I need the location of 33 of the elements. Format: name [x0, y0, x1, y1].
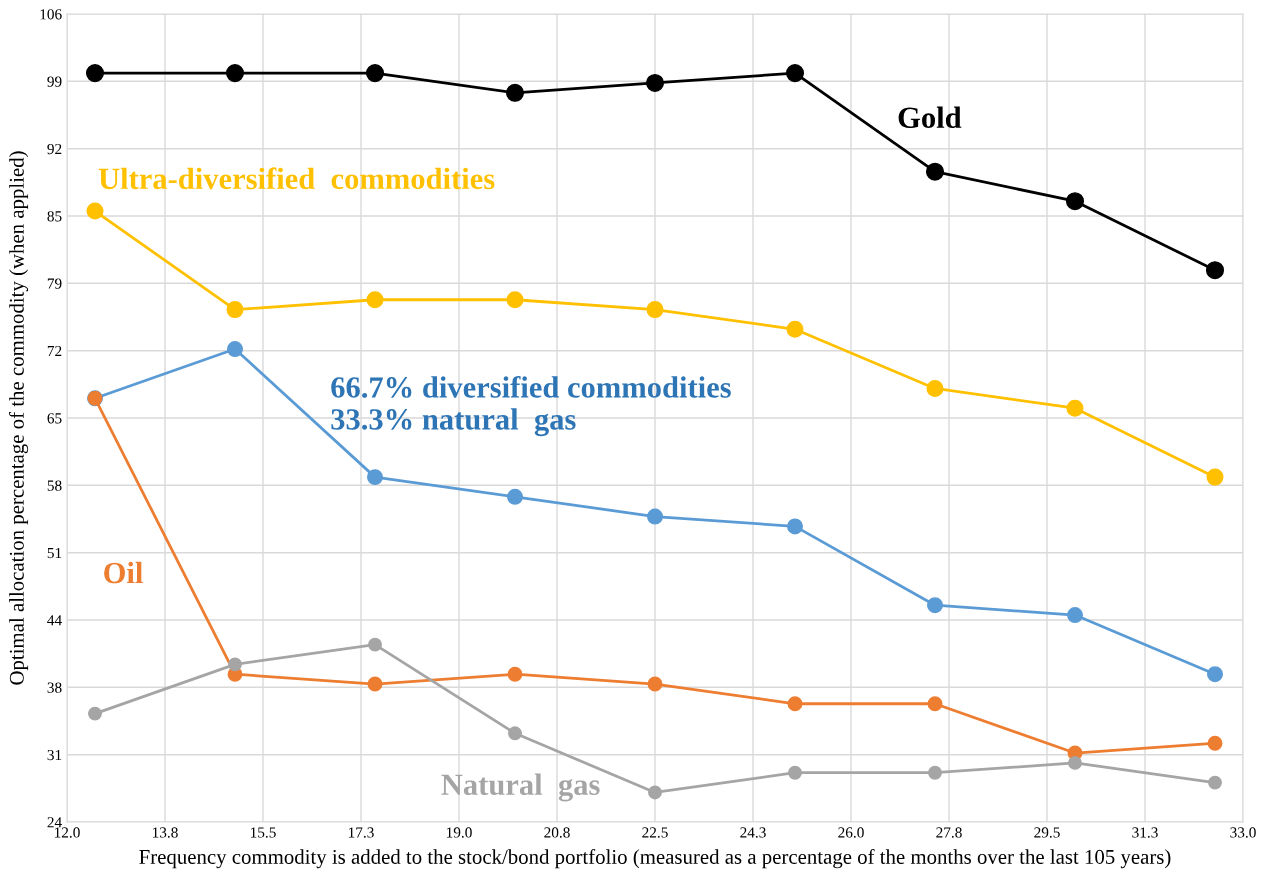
x-tick-label: 12.0 [54, 827, 80, 838]
x-tick-label: 13.8 [152, 827, 178, 838]
y-tick-label: 106 [40, 9, 62, 20]
series-label: Oil [104, 561, 143, 584]
x-tick-label: 19.0 [446, 827, 472, 838]
x-axis-title: Frequency commodity is added to the stock/bond portfolio (measured as a percentage of the months over the last 105 years) [139, 849, 1171, 869]
x-tick-label: 31.3 [1132, 827, 1158, 838]
series-label: 66.7% diversified commodities 33.3% natural gas [331, 375, 731, 437]
y-tick-label: 38 [47, 682, 62, 693]
y-tick-label: 99 [47, 76, 62, 87]
series-label: Gold [898, 106, 962, 129]
x-tick-label: 22.5 [642, 827, 668, 838]
series-label: Ultra-diversified commodities [98, 167, 495, 190]
y-tick-label: 85 [47, 211, 62, 222]
y-tick-label: 58 [47, 480, 62, 491]
y-tick-label: 79 [47, 278, 62, 289]
x-tick-label: 17.3 [348, 827, 374, 838]
x-tick-label: 27.8 [936, 827, 962, 838]
y-tick-label: 31 [47, 749, 62, 761]
y-tick-label: 65 [47, 413, 62, 424]
x-tick-label: 33.0 [1230, 827, 1256, 838]
y-tick-label: 72 [47, 345, 62, 356]
x-tick-label: 26.0 [838, 827, 864, 838]
x-tick-label: 29.5 [1034, 827, 1060, 838]
y-tick-label: 51 [47, 547, 62, 559]
series-label: Natural gas [441, 773, 600, 802]
y-axis-title: Optimal allocation percentage of the commodity (when applied) [8, 151, 29, 685]
x-tick-label: 24.3 [740, 827, 766, 838]
y-tick-label: 92 [47, 143, 62, 155]
y-tick-label: 44 [47, 615, 62, 626]
y-tick-label: 24 [47, 817, 62, 828]
x-tick-label: 15.5 [250, 827, 276, 838]
x-tick-label: 20.8 [544, 827, 570, 838]
